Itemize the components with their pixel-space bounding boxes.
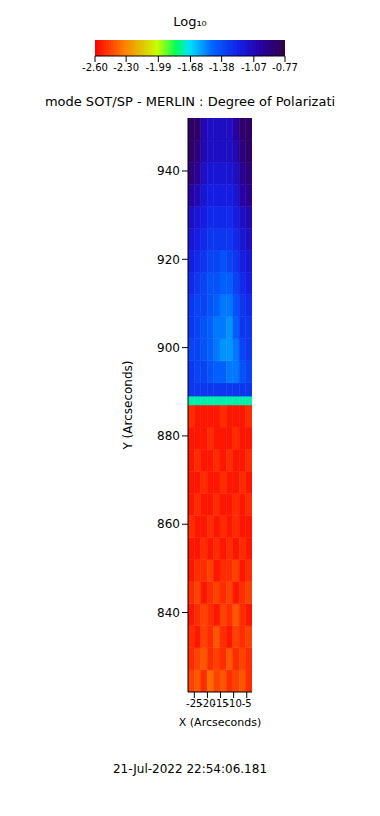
svg-text:-2.30: -2.30 — [113, 62, 139, 73]
html-text:21-Jul-2022 22:54:06.181: 21-Jul-2022 22:54:06.181 — [113, 762, 267, 776]
html-text:mode SOT/SP - MERLIN : Degree: mode SOT/SP - MERLIN : Degree of Polariz… — [44, 94, 336, 109]
svg-text:-10: -10 — [225, 698, 241, 709]
svg-text:860: 860 — [157, 517, 180, 531]
svg-text:-25: -25 — [186, 698, 203, 710]
svg-text:-5: -5 — [242, 698, 252, 709]
svg-text:-15: -15 — [212, 698, 229, 710]
svg-text:-2.60: -2.60 — [82, 62, 108, 73]
svg-text:-20: -20 — [199, 698, 216, 710]
svg-text:840: 840 — [157, 606, 180, 620]
svg-text:Y (Arcseconds): Y (Arcseconds) — [121, 360, 135, 450]
svg-text:920: 920 — [157, 253, 180, 267]
svg-text:-1.07: -1.07 — [241, 62, 267, 73]
svg-text:940: 940 — [157, 164, 180, 178]
svg-text:900: 900 — [157, 341, 180, 355]
svg-text:X (Arcseconds): X (Arcseconds) — [179, 716, 261, 729]
svg-text:-0.77: -0.77 — [272, 62, 298, 73]
svg-text:880: 880 — [157, 429, 180, 443]
svg-text:-1.38: -1.38 — [209, 62, 235, 73]
svg-text:-1.68: -1.68 — [178, 62, 204, 73]
html-text:Log₁₀: Log₁₀ — [173, 14, 207, 29]
svg-text:-1.99: -1.99 — [145, 62, 171, 73]
